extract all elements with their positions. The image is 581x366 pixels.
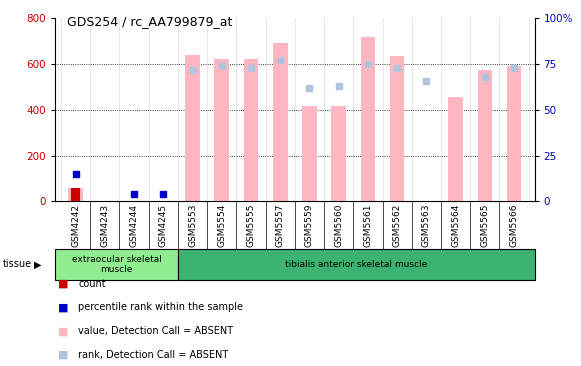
Bar xyxy=(449,97,463,201)
Text: GSM5564: GSM5564 xyxy=(451,203,460,247)
Text: GSM4243: GSM4243 xyxy=(101,203,109,247)
Text: count: count xyxy=(78,279,106,289)
Text: ■: ■ xyxy=(58,302,69,313)
Text: rank, Detection Call = ABSENT: rank, Detection Call = ABSENT xyxy=(78,350,229,360)
Text: GSM5555: GSM5555 xyxy=(246,203,256,247)
Text: GSM5554: GSM5554 xyxy=(217,203,226,247)
Text: ■: ■ xyxy=(58,350,69,360)
Text: percentile rank within the sample: percentile rank within the sample xyxy=(78,302,243,313)
Text: GSM5557: GSM5557 xyxy=(276,203,285,247)
Text: tibialis anterior skeletal muscle: tibialis anterior skeletal muscle xyxy=(285,260,428,269)
Bar xyxy=(55,249,178,280)
Bar xyxy=(302,107,317,201)
Bar xyxy=(71,187,80,201)
Text: value, Detection Call = ABSENT: value, Detection Call = ABSENT xyxy=(78,326,234,336)
Text: GSM5561: GSM5561 xyxy=(364,203,372,247)
Text: ■: ■ xyxy=(58,326,69,336)
Bar xyxy=(273,44,288,201)
Text: GSM4245: GSM4245 xyxy=(159,203,168,247)
Bar xyxy=(178,249,535,280)
Text: ■: ■ xyxy=(58,279,69,289)
Bar xyxy=(478,70,492,201)
Text: GDS254 / rc_AA799879_at: GDS254 / rc_AA799879_at xyxy=(67,15,232,28)
Text: GSM5563: GSM5563 xyxy=(422,203,431,247)
Text: GSM5559: GSM5559 xyxy=(305,203,314,247)
Text: GSM5566: GSM5566 xyxy=(510,203,519,247)
Text: GSM5565: GSM5565 xyxy=(480,203,489,247)
Text: GSM4244: GSM4244 xyxy=(130,203,139,247)
Bar xyxy=(243,60,259,201)
Bar xyxy=(214,60,229,201)
Bar xyxy=(185,55,200,201)
Text: extraocular skeletal
muscle: extraocular skeletal muscle xyxy=(71,255,162,274)
Text: GSM5553: GSM5553 xyxy=(188,203,197,247)
Text: GSM5560: GSM5560 xyxy=(334,203,343,247)
Bar xyxy=(331,107,346,201)
Bar xyxy=(69,187,83,201)
Bar xyxy=(390,56,404,201)
Text: tissue: tissue xyxy=(3,259,32,269)
Text: GSM5562: GSM5562 xyxy=(393,203,401,247)
Text: ▶: ▶ xyxy=(34,259,41,269)
Bar xyxy=(361,37,375,201)
Text: GSM4242: GSM4242 xyxy=(71,203,80,247)
Bar xyxy=(507,66,521,201)
